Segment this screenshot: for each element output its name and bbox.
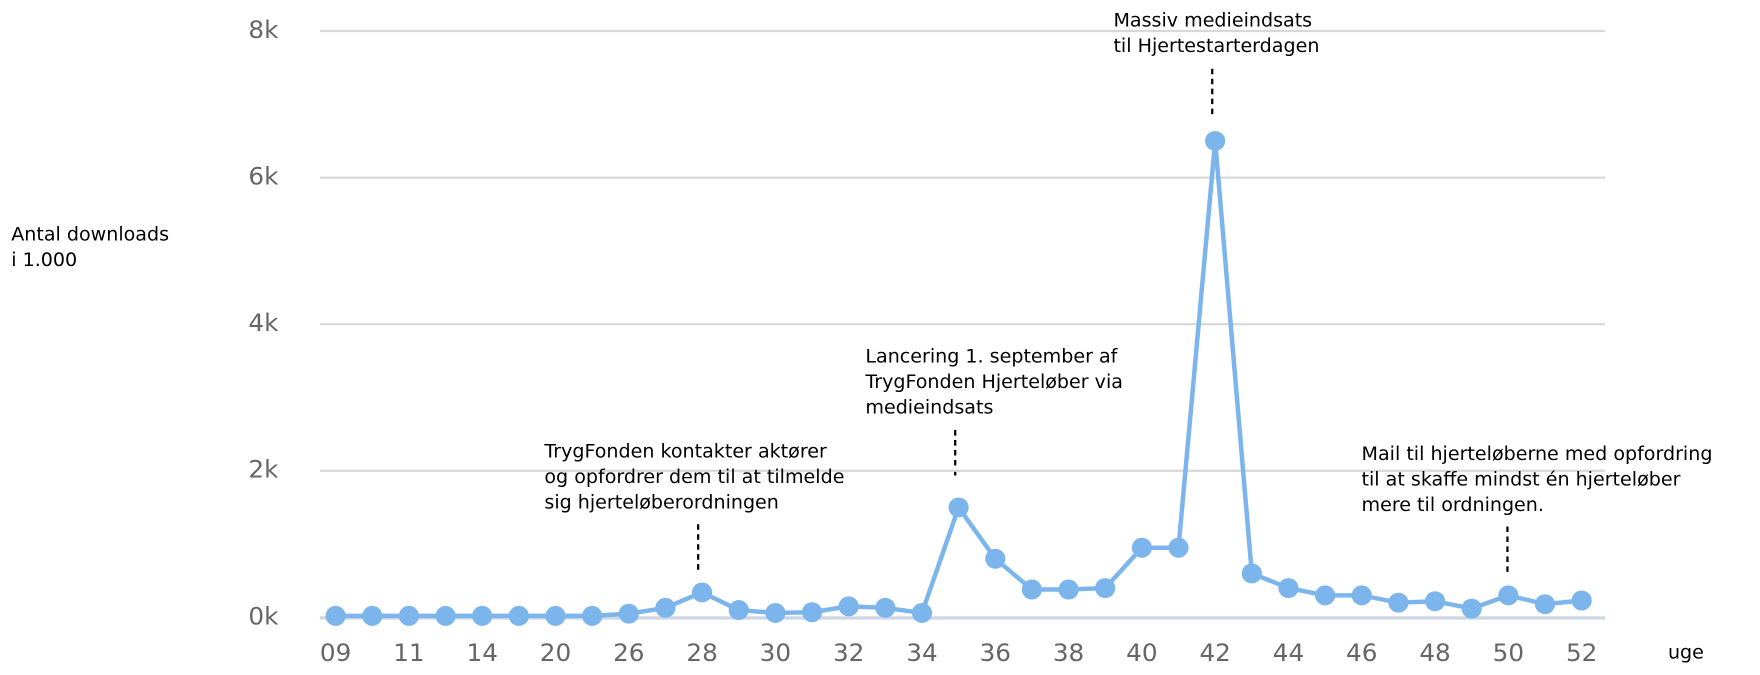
data-point <box>362 605 383 626</box>
annotation: og opfordrer dem til at tilmelde <box>544 466 844 488</box>
annotation: Mail til hjerteløberne med opfordring <box>1362 443 1713 465</box>
data-point <box>1461 598 1482 619</box>
data-point <box>985 548 1006 569</box>
x-tick-label: 36 <box>980 638 1011 667</box>
data-point <box>618 603 639 624</box>
data-point <box>691 582 713 603</box>
data-point <box>655 597 676 618</box>
annotation: til Hjertestarterdagen <box>1113 35 1319 57</box>
y-tick-label: 2k <box>248 455 279 484</box>
x-tick-label: 32 <box>833 638 864 667</box>
y-tick-label: 0k <box>248 601 279 630</box>
data-point <box>325 605 346 626</box>
x-tick-label: 14 <box>467 638 498 667</box>
x-tick-label: 46 <box>1346 638 1377 667</box>
x-tick-label: 30 <box>760 638 791 667</box>
annotation: TrygFonden Hjerteløber via <box>864 371 1123 393</box>
data-point <box>801 602 823 623</box>
x-tick-label: 44 <box>1273 638 1304 667</box>
data-point <box>1131 537 1152 558</box>
data-point <box>1241 563 1262 584</box>
data-point <box>1424 591 1446 612</box>
data-point <box>1168 537 1189 558</box>
data-point <box>1498 585 1519 606</box>
y-tick-label: 6k <box>248 162 279 191</box>
x-tick-label: 28 <box>686 638 717 667</box>
annotation: til at skaffe mindst én hjerteløber <box>1362 468 1681 490</box>
data-point <box>472 605 493 626</box>
x-tick-label: 40 <box>1126 638 1157 667</box>
y-tick-label: 4k <box>248 308 279 337</box>
x-tick-label: 52 <box>1566 638 1597 667</box>
x-tick-label: 20 <box>540 638 571 667</box>
x-tick-label: 09 <box>320 638 351 667</box>
data-point <box>1315 585 1336 606</box>
y-axis-title: i 1.000 <box>11 249 77 271</box>
data-point <box>1095 578 1116 599</box>
annotation: Massiv medieindsats <box>1113 10 1312 32</box>
data-point <box>582 605 603 626</box>
data-point <box>1351 585 1372 606</box>
data-point <box>1571 590 1592 611</box>
annotation: sig hjerteløberordningen <box>544 492 778 514</box>
x-tick-label: 42 <box>1199 638 1230 667</box>
x-tick-label: 50 <box>1493 638 1524 667</box>
data-point <box>545 605 566 626</box>
x-tick-label: 48 <box>1419 638 1450 667</box>
x-tick-label: 38 <box>1053 638 1084 667</box>
data-point <box>765 602 786 623</box>
data-point <box>911 602 933 623</box>
annotation: medieindsats <box>865 396 993 418</box>
data-point <box>1278 578 1299 599</box>
data-point <box>508 605 529 626</box>
x-tick-label: 26 <box>613 638 644 667</box>
data-point <box>1058 579 1079 600</box>
annotation: TrygFonden kontakter aktører <box>543 441 827 463</box>
y-tick-label: 8k <box>248 15 279 44</box>
annotation: mere til ordningen. <box>1362 494 1544 516</box>
annotation: Lancering 1. september af <box>865 345 1118 367</box>
data-point <box>1388 592 1409 613</box>
data-point <box>398 605 420 626</box>
data-point <box>1534 594 1556 615</box>
data-point <box>838 596 859 617</box>
x-tick-label: 34 <box>906 638 937 667</box>
x-axis-title: uge <box>1668 641 1704 663</box>
data-point <box>435 605 456 626</box>
data-point <box>875 597 896 618</box>
y-axis-title: Antal downloads <box>11 224 169 246</box>
data-point <box>728 600 749 621</box>
x-tick-label: 11 <box>393 638 424 667</box>
data-point <box>948 497 969 518</box>
data-point <box>1205 130 1226 151</box>
data-point <box>1021 579 1043 600</box>
